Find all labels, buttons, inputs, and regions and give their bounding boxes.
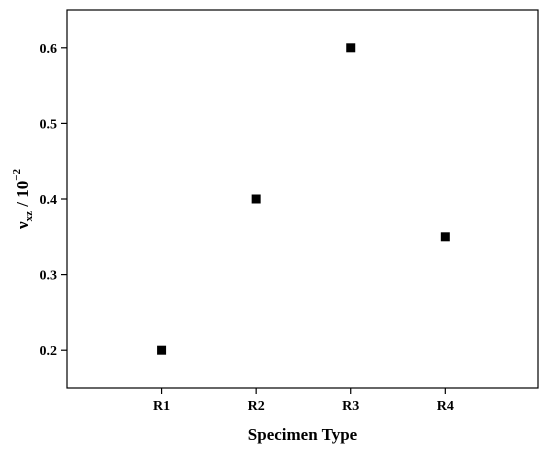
x-tick-label: R3 — [342, 399, 359, 414]
data-point-r4 — [440, 232, 450, 242]
x-axis-title: Specimen Type — [248, 425, 358, 444]
plot-frame — [66, 9, 539, 389]
y-tick-label: 0.6 — [40, 42, 58, 57]
y-tick-label: 0.5 — [40, 117, 58, 132]
data-point-r3 — [346, 43, 356, 53]
y-axis-title-symbol: ν — [13, 221, 32, 230]
x-axis: R1 R2 R3 R4 — [153, 388, 454, 414]
y-axis-title-subscript: xz — [23, 211, 35, 222]
y-tick-label: 0.3 — [40, 269, 58, 284]
y-axis-title-exponent: −2 — [11, 169, 23, 181]
y-axis-title: νxz / 10−2 — [11, 169, 35, 231]
y-axis: 0.2 0.3 0.4 0.5 0.6 — [40, 42, 67, 359]
data-point-r1 — [157, 345, 167, 355]
x-tick-label: R2 — [248, 399, 265, 414]
y-tick-label: 0.4 — [40, 193, 58, 208]
y-axis-title-unit: / 10 — [13, 181, 32, 211]
data-point-r2 — [251, 194, 261, 204]
y-tick-label: 0.2 — [40, 344, 58, 359]
x-tick-label: R1 — [153, 399, 170, 414]
x-tick-label: R4 — [437, 399, 454, 414]
data-points — [157, 43, 450, 355]
svg-text:νxz / 10−2: νxz / 10−2 — [11, 169, 35, 231]
